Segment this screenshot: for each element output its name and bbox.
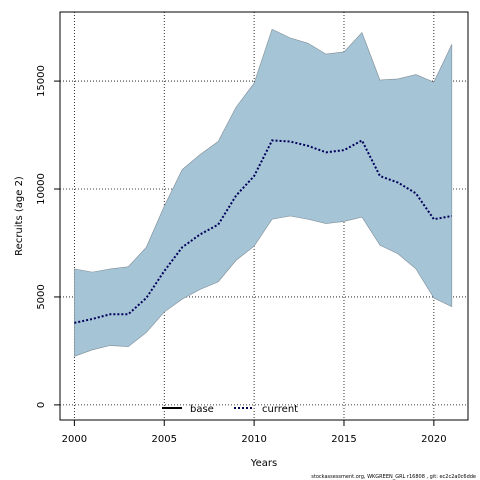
- x-axis-title: Years: [250, 458, 277, 469]
- y-tick-label-10000: 10000: [36, 173, 47, 205]
- series-line-layer: [74, 139, 452, 324]
- y-axis-title: Recruits (age 2): [14, 176, 25, 256]
- y-tick-label-15000: 15000: [36, 65, 47, 97]
- current-series-line: [74, 139, 452, 324]
- confidence-band-layer: [74, 28, 453, 357]
- legend-current-label: current: [262, 404, 298, 415]
- x-tick-label-2015: 2015: [331, 434, 356, 445]
- legend: base current: [162, 404, 298, 415]
- y-tick-label-5000: 5000: [36, 284, 47, 309]
- footer-credit: stockassessment.org, WKGREEN_GRL r16808 …: [311, 474, 476, 480]
- axes-layer: 2000 2005 2010 2015 2020 0 5000 10000 15000: [36, 65, 447, 445]
- y-tick-label-0: 0: [36, 402, 47, 408]
- x-tick-label-2020: 2020: [421, 434, 446, 445]
- x-tick-label-2010: 2010: [241, 434, 266, 445]
- x-tick-label-2000: 2000: [62, 434, 87, 445]
- x-tick-label-2005: 2005: [152, 434, 177, 445]
- legend-base-label: base: [190, 404, 214, 415]
- confidence-band: [74, 28, 453, 357]
